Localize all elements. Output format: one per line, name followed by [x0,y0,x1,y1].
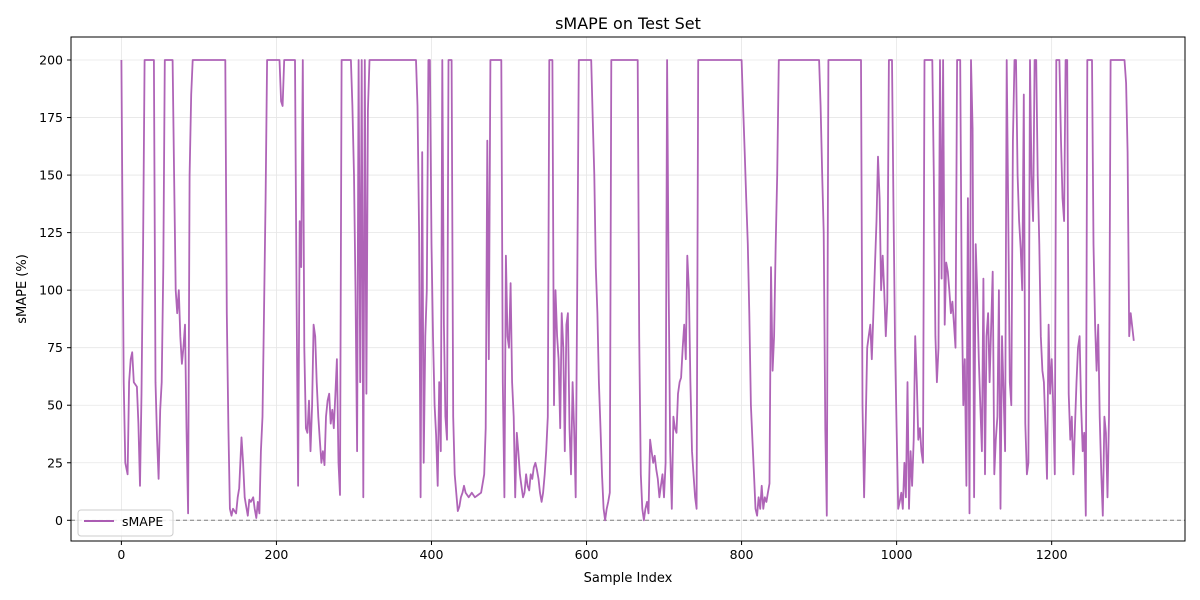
x-tick-label: 200 [265,547,289,562]
y-tick-label: 150 [39,168,63,183]
grid-layer [71,37,1185,541]
x-axis-title: Sample Index [584,571,673,586]
y-tick-label: 25 [47,455,63,470]
y-tick-label: 175 [39,110,63,125]
y-axis-title: sMAPE (%) [15,254,30,324]
legend-box [77,509,174,537]
y-tick-label: 0 [55,513,63,528]
x-tick-label: 600 [575,547,599,562]
y-tick-label: 200 [39,53,63,68]
chart-title: sMAPE on Test Set [555,14,701,33]
y-tick-label: 125 [39,225,63,240]
y-tick-label: 100 [39,283,63,298]
series-line-smape [120,59,1135,522]
x-tick-label: 400 [420,547,444,562]
x-tick-label: 1200 [1036,547,1068,562]
x-tick-label: 1000 [881,547,913,562]
y-tick-label: 50 [47,398,63,413]
x-tick-label: 800 [730,547,754,562]
y-tick-label: 75 [47,340,63,355]
plot-frame [70,36,1186,542]
legend-label: sMAPE [122,514,163,529]
legend: sMAPE [77,509,174,537]
series-layer [120,59,1135,522]
x-tick-label: 0 [117,547,125,562]
tick-layer: 0 200 400 600 800 1000 1200 0 25 50 75 100 125 150 175… [39,53,1067,562]
